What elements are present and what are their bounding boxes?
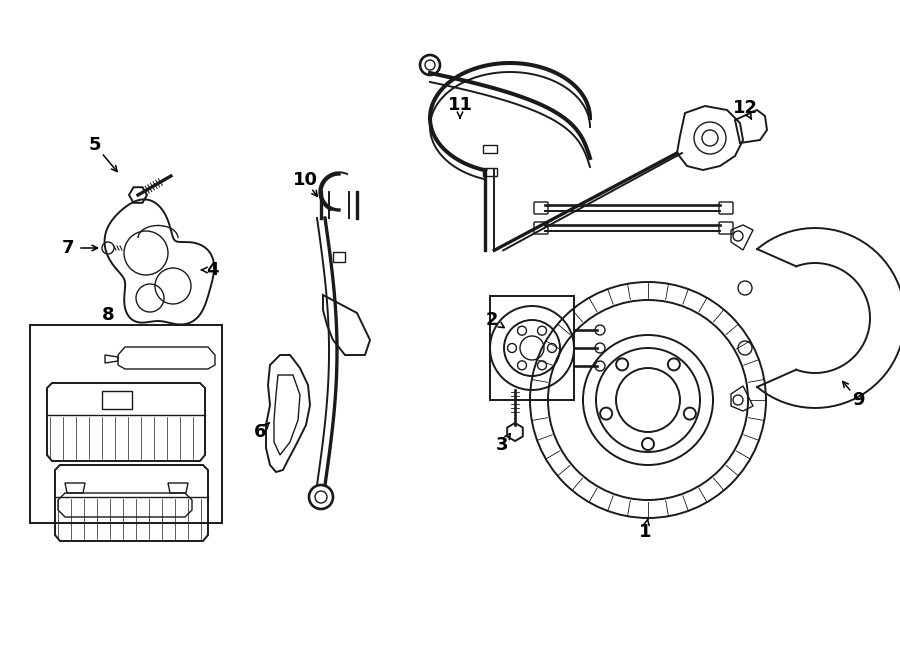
Text: 11: 11 [447, 96, 473, 114]
Text: 4: 4 [206, 261, 218, 279]
Bar [483, 145, 498, 153]
Text: 5: 5 [89, 136, 101, 154]
Bar [483, 168, 498, 176]
Text: 10: 10 [292, 171, 318, 189]
Bar [333, 252, 345, 262]
Text: 9: 9 [851, 391, 864, 409]
Text: 1: 1 [639, 523, 652, 541]
Text: 6: 6 [254, 423, 266, 441]
Text: 7: 7 [62, 239, 74, 257]
Text: 8: 8 [102, 306, 114, 324]
Bar [102, 391, 132, 409]
Text: 12: 12 [733, 99, 758, 117]
Text: 2: 2 [486, 311, 499, 329]
Text: 3: 3 [496, 436, 508, 454]
Bar [30, 325, 222, 523]
